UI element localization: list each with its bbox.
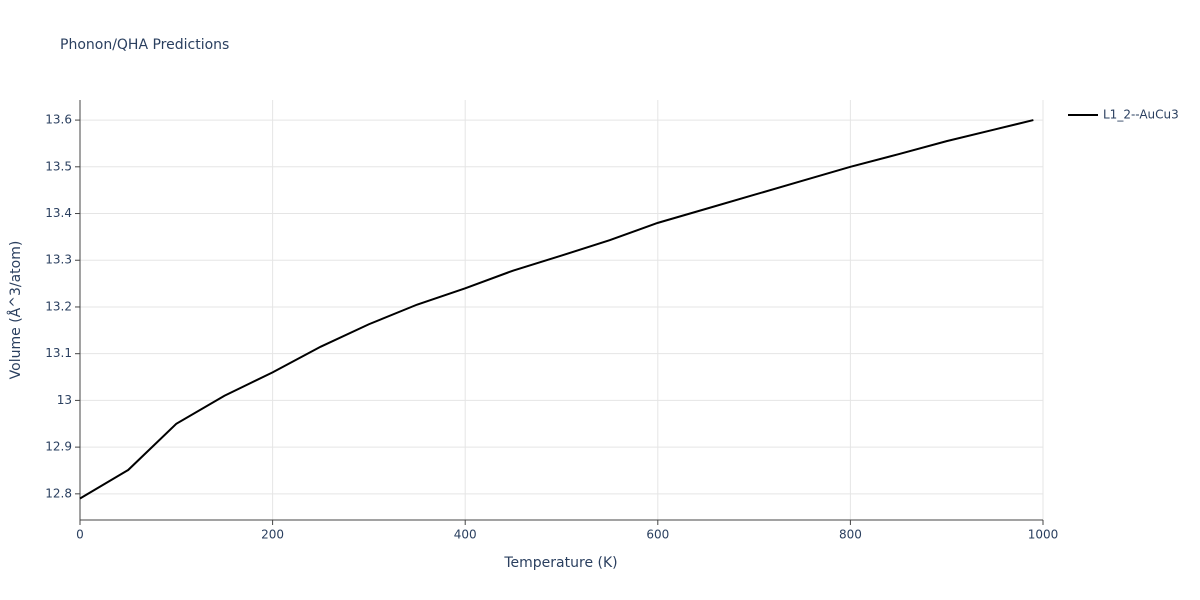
y-tick-label: 12.8 (45, 486, 72, 500)
legend-label: L1_2--AuCu3 (1103, 108, 1179, 122)
chart-title: Phonon/QHA Predictions (60, 37, 229, 53)
y-tick-label: 13.6 (45, 113, 72, 127)
y-tick-label: 13.3 (45, 253, 72, 267)
y-tick-label: 13.4 (45, 206, 72, 220)
x-tick-label: 0 (76, 528, 84, 542)
x-tick-label: 1000 (1028, 528, 1059, 542)
y-tick-label: 13.5 (45, 159, 72, 173)
x-tick-label: 200 (261, 528, 284, 542)
y-tick-label: 12.9 (45, 440, 72, 454)
line-series (79, 119, 1034, 500)
x-tick-label: 400 (454, 528, 477, 542)
x-axis-label: Temperature (K) (503, 555, 617, 571)
y-axis-label: Volume (Å^3/atom) (7, 241, 24, 380)
y-tick-label: 13.1 (45, 346, 72, 360)
y-tick-label: 13 (57, 393, 72, 407)
x-tick-label: 600 (646, 528, 669, 542)
y-tick-label: 13.2 (45, 299, 72, 313)
x-tick-label: 800 (839, 528, 862, 542)
